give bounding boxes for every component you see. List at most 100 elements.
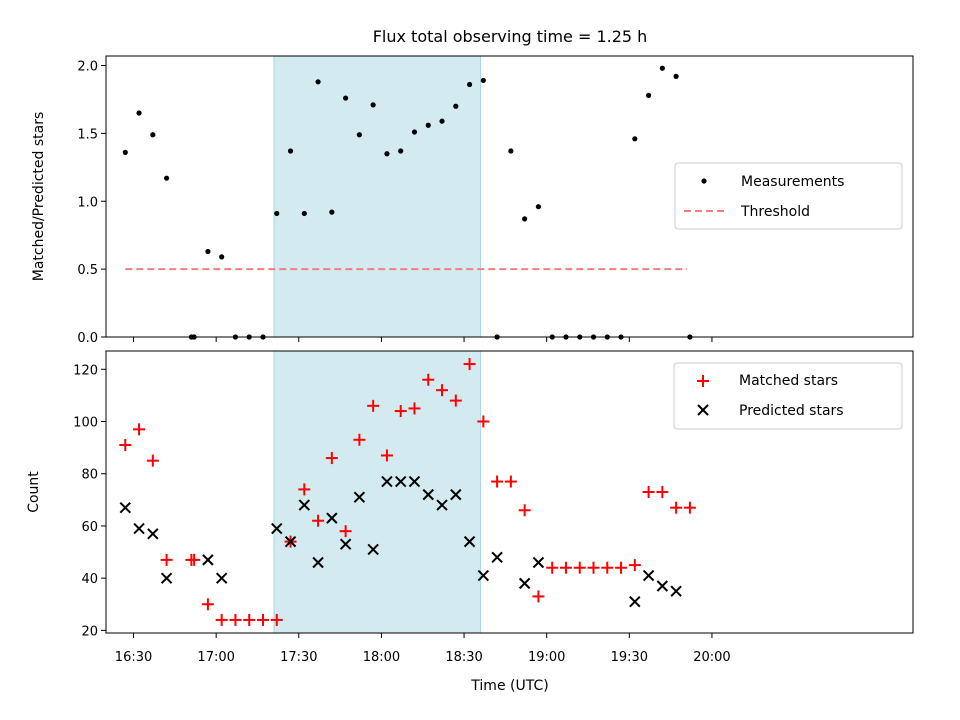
matched-point [670, 501, 683, 514]
measurement-point [508, 148, 514, 154]
predicted-point [284, 535, 297, 548]
predicted-point [532, 556, 545, 569]
matched-point [201, 598, 214, 611]
bottom-y-tick-label: 80 [81, 468, 98, 483]
matched-point [587, 561, 600, 574]
bottom-y-tick-label: 20 [81, 624, 98, 639]
predicted-point [202, 554, 214, 566]
matched-point [601, 561, 614, 574]
measurement-point [439, 118, 445, 124]
legend-predicted-label: Predicted stars [739, 403, 844, 419]
predicted-point [422, 488, 434, 501]
predicted-point [312, 556, 324, 569]
measurement-point [398, 148, 404, 154]
predicted-point [394, 475, 407, 488]
measurement-point [301, 210, 307, 217]
measurement-point [522, 216, 528, 222]
measurements-series [122, 65, 693, 340]
bottom-y-axis-label: Count [26, 471, 42, 513]
matched-point [642, 486, 655, 498]
legend-predicted-marker [697, 404, 709, 416]
matched-point [270, 613, 283, 626]
predicted-stars-series [119, 475, 682, 608]
matched-point [518, 504, 531, 517]
measurement-point [480, 77, 486, 84]
measurement-point [411, 129, 418, 135]
predicted-point [670, 585, 682, 597]
legend-matched-marker [697, 375, 709, 387]
matched-stars-series [119, 358, 696, 626]
predicted-point [381, 475, 393, 488]
matched-point [188, 553, 201, 566]
measurement-point [384, 151, 390, 157]
predicted-point [656, 580, 669, 592]
bottom-y-tick-label: 120 [73, 363, 98, 378]
matched-point [215, 613, 228, 626]
matched-point [160, 553, 173, 566]
matched-point [146, 454, 159, 467]
predicted-point [436, 499, 448, 511]
predicted-point [463, 535, 476, 548]
measurement-point [645, 92, 652, 98]
measurement-point [136, 110, 142, 116]
matched-point [298, 483, 311, 496]
predicted-point [147, 528, 159, 540]
predicted-point [215, 572, 228, 584]
x-tick-label: 19:00 [528, 650, 565, 665]
matched-point [491, 475, 504, 488]
measurement-point [425, 122, 431, 128]
x-tick-label: 18:30 [445, 650, 482, 665]
bottom-axes-frame [105, 350, 914, 634]
x-tick-label: 16:30 [115, 650, 152, 665]
x-tick-label: 20:00 [693, 650, 730, 665]
legend-matched-label: Matched stars [739, 373, 838, 389]
measurement-point [205, 248, 211, 255]
matched-point [683, 501, 696, 514]
matched-point [256, 613, 269, 626]
measurement-point [274, 210, 280, 217]
matched-point [656, 486, 669, 498]
top-y-tick-label: 1.5 [77, 127, 98, 142]
x-tick-label: 19:30 [611, 650, 648, 665]
measurement-point [453, 103, 459, 109]
matched-point [119, 439, 132, 451]
predicted-point [477, 569, 490, 582]
x-axis-label: Time (UTC) [470, 678, 548, 694]
bottom-y-tick-label: 60 [81, 520, 98, 535]
predicted-point [271, 522, 283, 535]
x-tick-label: 18:00 [363, 650, 400, 665]
measurement-point [315, 79, 321, 85]
top-legend-box [674, 162, 903, 230]
matched-point [436, 384, 449, 397]
predicted-point [518, 577, 531, 590]
matched-point [325, 452, 338, 465]
legend-measurements-marker [701, 178, 707, 184]
measurement-point [673, 73, 679, 79]
top-legend: Measurements Threshold [674, 162, 903, 230]
measurement-point [356, 132, 362, 138]
predicted-point [326, 512, 338, 524]
predicted-point [133, 522, 145, 535]
measurement-point [122, 149, 128, 155]
predicted-point [160, 572, 173, 584]
matched-point [504, 475, 517, 488]
measurement-point [343, 95, 349, 101]
top-y-tick-label: 1.0 [77, 195, 98, 210]
matched-point [133, 423, 146, 436]
matched-point [394, 405, 407, 418]
matched-point [408, 402, 421, 415]
matched-point [243, 613, 256, 626]
predicted-point [642, 569, 655, 582]
matched-point [312, 514, 325, 527]
legend-measurements-label: Measurements [741, 174, 844, 190]
matched-point [229, 613, 242, 626]
predicted-point [491, 551, 503, 563]
matched-point [367, 399, 380, 412]
predicted-point [353, 491, 366, 503]
measurement-point [163, 175, 170, 181]
measurement-point [535, 204, 542, 210]
matched-point [628, 559, 641, 572]
predicted-point [629, 595, 641, 608]
predicted-point [339, 538, 352, 550]
